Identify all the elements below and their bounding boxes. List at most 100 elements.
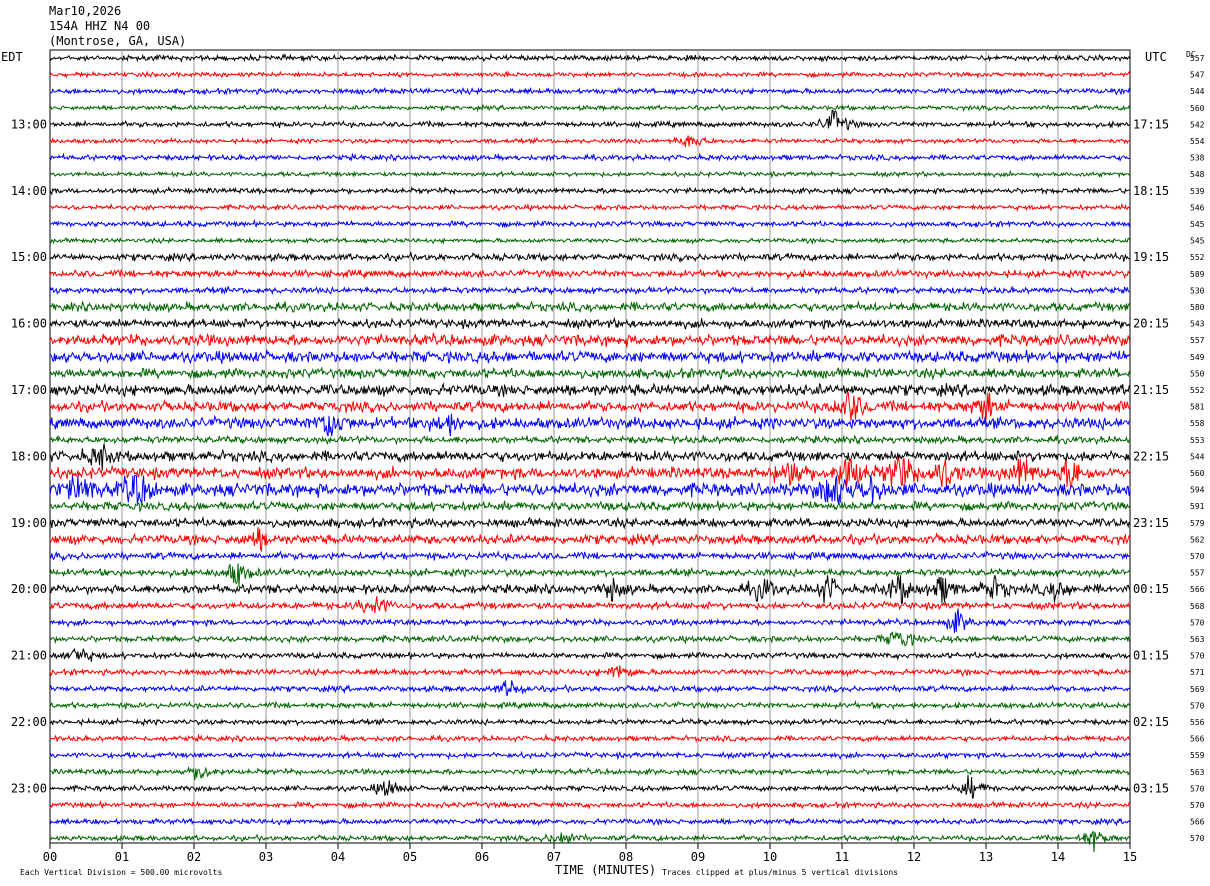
left-hour-label: 16:00 xyxy=(11,317,47,331)
right-hour-label: 19:15 xyxy=(1133,250,1169,264)
dc-offset-value: 549 xyxy=(1190,353,1205,362)
seismic-trace xyxy=(49,70,1131,80)
x-tick-label: 08 xyxy=(619,850,633,864)
x-tick-label: 10 xyxy=(763,850,777,864)
dc-offset-value: 542 xyxy=(1190,120,1205,129)
seismic-trace xyxy=(49,750,1131,761)
left-hour-label: 13:00 xyxy=(11,117,47,131)
left-timezone-label: EDT xyxy=(1,50,23,64)
dc-offset-value: 570 xyxy=(1190,801,1205,810)
dc-offset-value: 566 xyxy=(1190,585,1205,594)
dc-offset-value: 553 xyxy=(1190,436,1205,445)
x-tick-labels: 00 01 02 03 04 05 06 07 08 09 10 11 12 13 14 15 xyxy=(43,850,1137,864)
dc-offset-value: 570 xyxy=(1190,652,1205,661)
x-tick-label: 02 xyxy=(187,850,201,864)
seismic-trace xyxy=(49,103,1131,113)
seismic-trace xyxy=(49,169,1131,179)
seismic-trace xyxy=(49,550,1131,563)
dc-offset-value: 543 xyxy=(1190,320,1205,329)
seismic-trace xyxy=(49,700,1131,711)
x-tick-label: 05 xyxy=(403,850,417,864)
right-hour-label: 01:15 xyxy=(1133,649,1169,663)
seismic-trace xyxy=(49,766,1131,781)
seismic-trace xyxy=(49,52,1131,63)
seismic-trace xyxy=(49,250,1131,264)
dc-offset-value: 554 xyxy=(1190,137,1205,146)
header-location: (Montrose, GA, USA) xyxy=(49,34,186,48)
dc-offset-labels: 557 547 544 560 542 554 538 548 539 546 545 545 552 5… xyxy=(1190,54,1205,843)
left-hour-label: 23:00 xyxy=(11,781,47,795)
dc-offset-value: 579 xyxy=(1190,519,1205,528)
seismic-trace xyxy=(49,316,1131,330)
seismic-trace xyxy=(49,716,1131,727)
seismic-trace xyxy=(49,300,1131,314)
dc-offset-value: 538 xyxy=(1190,154,1205,163)
x-axis-label: TIME (MINUTES) xyxy=(555,863,656,877)
seismic-trace xyxy=(49,774,1131,800)
dc-offset-value: 530 xyxy=(1190,286,1205,295)
seismic-trace xyxy=(49,527,1131,553)
seismic-trace xyxy=(49,109,1131,131)
seismic-trace xyxy=(49,434,1131,446)
left-hour-labels: 13:00 14:00 15:00 16:00 17:00 18:00 19:00 20:00… xyxy=(11,117,47,795)
header-station: 154A HHZ N4 00 xyxy=(49,19,150,33)
seismic-trace xyxy=(49,563,1131,587)
seismic-trace xyxy=(49,680,1131,697)
left-hour-label: 17:00 xyxy=(11,383,47,397)
seismic-trace xyxy=(49,647,1131,662)
seismic-trace xyxy=(49,348,1131,365)
seismic-trace xyxy=(49,268,1131,281)
dc-offset-value: 571 xyxy=(1190,668,1205,677)
header-date: Mar10,2026 xyxy=(49,4,121,18)
seismic-trace xyxy=(49,332,1131,349)
dc-offset-value: 560 xyxy=(1190,469,1205,478)
left-hour-label: 18:00 xyxy=(11,449,47,463)
seismic-trace xyxy=(49,236,1131,245)
right-hour-label: 02:15 xyxy=(1133,715,1169,729)
dc-offset-value: 558 xyxy=(1190,419,1205,428)
left-hour-label: 22:00 xyxy=(11,715,47,729)
dc-offset-value: 570 xyxy=(1190,784,1205,793)
dc-offset-value: 594 xyxy=(1190,486,1205,495)
right-hour-label: 03:15 xyxy=(1133,781,1169,795)
dc-offset-value: 544 xyxy=(1190,87,1205,96)
dc-offset-value: 556 xyxy=(1190,718,1205,727)
seismic-trace xyxy=(49,499,1131,513)
seismic-trace xyxy=(49,596,1131,614)
dc-offset-value: 566 xyxy=(1190,735,1205,744)
dc-offset-value: 547 xyxy=(1190,71,1205,80)
dc-offset-value: 539 xyxy=(1190,187,1205,196)
dc-offset-value: 580 xyxy=(1190,303,1205,312)
dc-offset-value: 557 xyxy=(1190,54,1205,63)
seismic-trace xyxy=(49,413,1131,437)
dc-offset-value: 570 xyxy=(1190,618,1205,627)
trace-group xyxy=(49,52,1131,853)
seismic-trace xyxy=(49,817,1131,827)
dc-offset-value: 570 xyxy=(1190,834,1205,843)
seismic-trace xyxy=(49,631,1131,647)
seismic-trace xyxy=(49,185,1131,196)
dc-offset-value: 552 xyxy=(1190,253,1205,262)
dc-offset-value: 570 xyxy=(1190,701,1205,710)
plot-frame xyxy=(49,49,1131,844)
plot-grid xyxy=(49,49,1131,849)
dc-offset-value: 568 xyxy=(1190,602,1205,611)
x-tick-label: 07 xyxy=(547,850,561,864)
seismic-trace xyxy=(49,391,1131,421)
seismic-trace xyxy=(49,475,1131,504)
dc-offset-value: 570 xyxy=(1190,552,1205,561)
left-hour-label: 19:00 xyxy=(11,516,47,530)
dc-offset-value: 557 xyxy=(1190,336,1205,345)
right-hour-label: 22:15 xyxy=(1133,449,1169,463)
right-hour-label: 18:15 xyxy=(1133,184,1169,198)
dc-offset-value: 581 xyxy=(1190,403,1205,412)
dc-offset-value: 563 xyxy=(1190,768,1205,777)
seismic-trace xyxy=(49,285,1131,296)
x-tick-label: 01 xyxy=(115,850,129,864)
x-tick-label: 11 xyxy=(835,850,849,864)
clip-note: Traces clipped at plus/minus 5 vertical … xyxy=(662,868,898,877)
dc-offset-value: 560 xyxy=(1190,104,1205,113)
left-hour-label: 14:00 xyxy=(11,184,47,198)
right-hour-label: 20:15 xyxy=(1133,317,1169,331)
